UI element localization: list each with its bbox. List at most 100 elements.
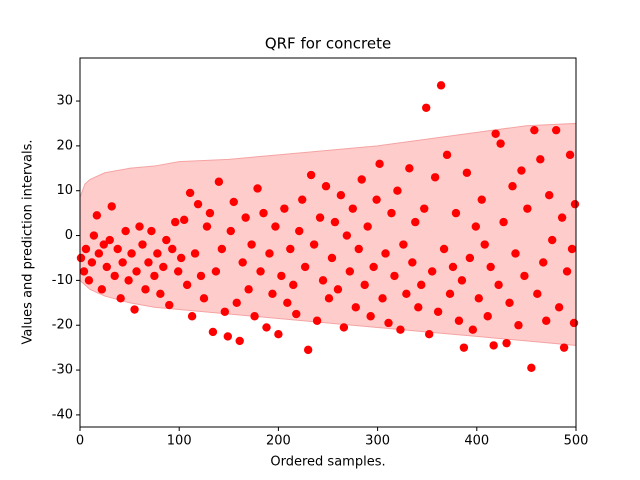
data-point: [176, 253, 186, 263]
data-point: [342, 231, 352, 240]
data-point: [454, 316, 464, 325]
data-point: [408, 258, 417, 267]
data-point: [171, 217, 180, 227]
data-point: [132, 267, 141, 276]
data-point: [274, 329, 283, 339]
data-point: [99, 240, 109, 249]
data-point: [486, 262, 495, 272]
data-point: [217, 244, 227, 254]
data-point: [339, 323, 349, 332]
y-tick-label: 30: [56, 94, 73, 109]
data-point: [265, 249, 274, 258]
data-point: [247, 240, 256, 249]
data-point: [324, 294, 334, 303]
data-point: [118, 258, 127, 267]
data-point: [502, 338, 511, 348]
data-point: [327, 253, 337, 263]
data-point: [89, 231, 99, 240]
y-tick-label: -10: [52, 273, 73, 288]
data-point: [182, 280, 192, 290]
data-point: [499, 217, 508, 227]
data-point: [399, 240, 408, 249]
data-point: [165, 300, 174, 310]
data-point: [141, 285, 150, 294]
data-point: [427, 267, 437, 276]
data-point: [295, 226, 304, 236]
data-point: [417, 280, 426, 290]
data-point: [110, 271, 119, 281]
data-point: [312, 316, 322, 325]
data-point: [378, 294, 387, 303]
data-point: [545, 190, 554, 200]
data-point: [187, 312, 197, 321]
data-point: [124, 276, 133, 285]
y-axis-label: Values and prediction intervals.: [21, 139, 36, 344]
data-point: [232, 298, 241, 308]
data-point: [569, 318, 579, 328]
data-point: [84, 276, 94, 285]
data-point: [138, 240, 147, 249]
data-point: [414, 303, 423, 312]
data-point: [229, 197, 238, 207]
data-point: [76, 253, 86, 263]
data-point: [436, 81, 446, 90]
y-tick-label: 20: [56, 138, 73, 153]
data-point: [127, 249, 136, 258]
data-point: [168, 244, 177, 254]
data-point: [547, 235, 557, 245]
data-point: [557, 213, 567, 222]
data-point: [559, 343, 569, 352]
y-tick-label: -30: [52, 363, 73, 378]
y-tick-label: 10: [56, 183, 73, 198]
axes-frame: [79, 57, 577, 428]
data-point: [372, 195, 381, 204]
data-point: [530, 125, 539, 135]
data-point: [517, 166, 526, 175]
data-point: [271, 222, 280, 231]
data-point: [542, 316, 551, 325]
data-point: [208, 327, 218, 337]
data-point: [241, 213, 250, 222]
data-point: [256, 267, 265, 276]
data-point: [300, 262, 310, 272]
data-point: [185, 188, 195, 198]
data-point: [494, 280, 503, 290]
data-point: [303, 345, 313, 355]
data-point: [147, 226, 156, 236]
data-point: [357, 175, 366, 184]
data-point: [220, 307, 230, 316]
data-point: [465, 253, 475, 263]
data-point: [97, 285, 107, 294]
data-point: [226, 226, 235, 236]
data-point: [520, 271, 529, 281]
data-point: [159, 262, 168, 272]
x-tick-label: 200: [266, 434, 291, 449]
data-point: [422, 103, 431, 112]
data-point: [433, 307, 443, 316]
data-point: [420, 204, 429, 213]
plot-area: [76, 81, 580, 373]
data-point: [211, 267, 221, 276]
data-point: [360, 280, 369, 290]
data-point: [92, 211, 102, 220]
data-point: [286, 244, 295, 254]
data-point: [277, 271, 286, 281]
data-point: [533, 289, 542, 299]
data-point: [244, 285, 253, 294]
data-point: [351, 303, 360, 312]
data-point: [306, 170, 316, 180]
data-point: [87, 258, 97, 267]
data-point: [199, 294, 209, 303]
data-point: [162, 235, 171, 245]
data-point: [554, 303, 564, 312]
data-point: [474, 294, 483, 303]
data-point: [105, 235, 114, 245]
data-point: [321, 182, 331, 191]
data-point: [318, 276, 328, 285]
data-point: [196, 271, 206, 281]
data-point: [354, 244, 363, 254]
x-tick-label: 500: [564, 434, 589, 449]
data-point: [471, 222, 481, 231]
data-point: [477, 195, 486, 204]
data-point: [298, 195, 307, 204]
